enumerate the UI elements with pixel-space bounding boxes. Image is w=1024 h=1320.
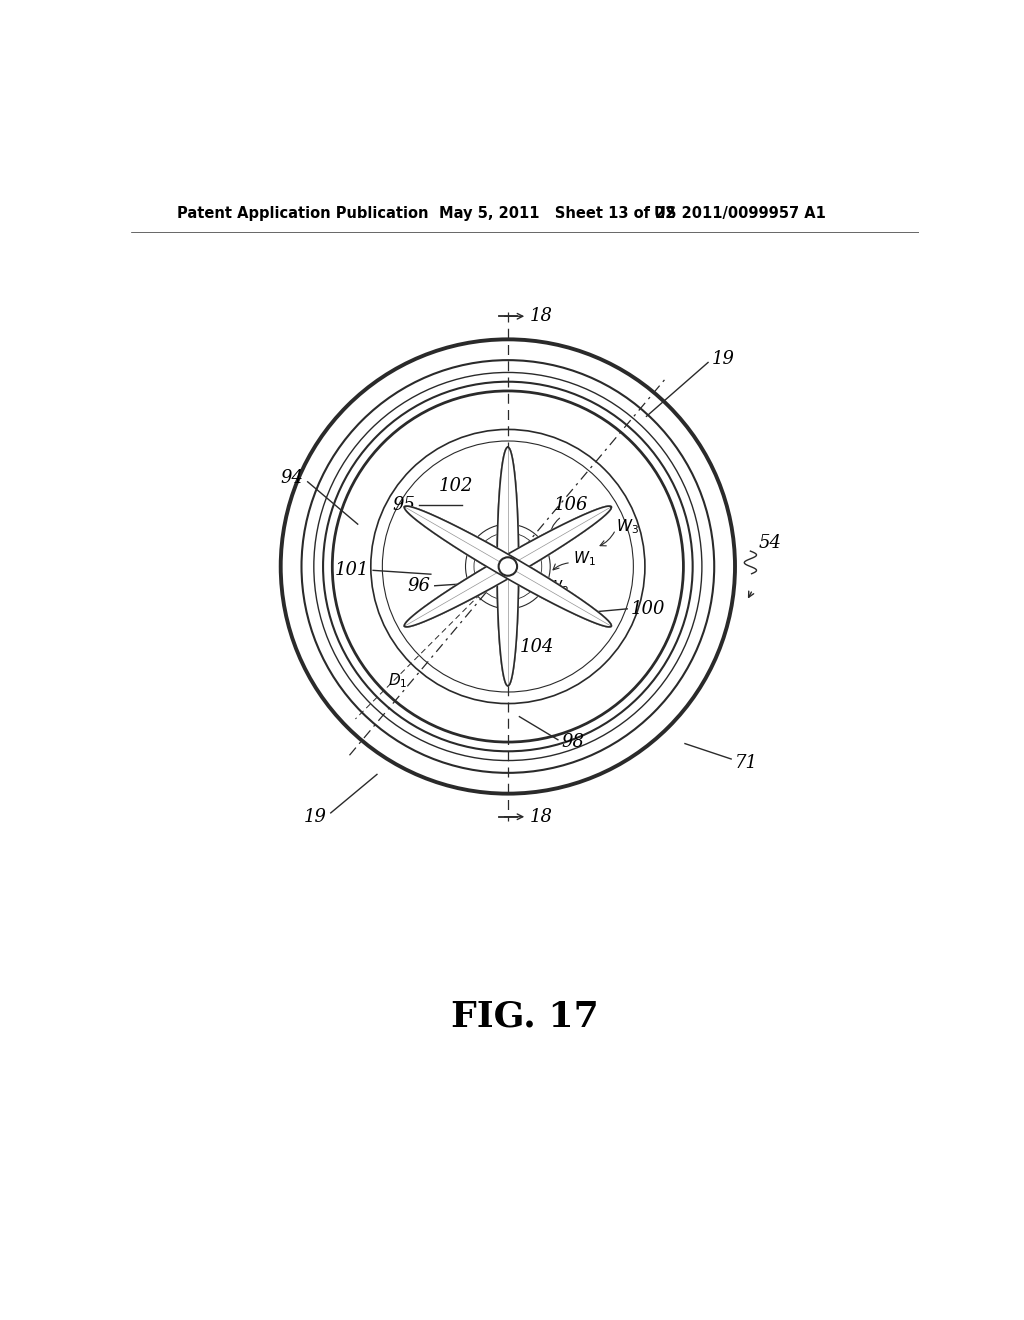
Text: $W_2$: $W_2$ <box>547 578 569 598</box>
Text: 102: 102 <box>438 477 473 495</box>
Polygon shape <box>404 506 611 627</box>
Text: 94: 94 <box>281 469 304 487</box>
Text: 106: 106 <box>554 496 589 513</box>
Text: $D_1$: $D_1$ <box>388 671 408 690</box>
Text: 71: 71 <box>735 754 758 772</box>
Text: 54: 54 <box>758 535 781 552</box>
Polygon shape <box>497 447 518 686</box>
Text: 104: 104 <box>519 639 554 656</box>
Text: 95: 95 <box>392 496 416 513</box>
Text: Patent Application Publication: Patent Application Publication <box>177 206 428 222</box>
Polygon shape <box>404 506 611 627</box>
Text: 100: 100 <box>631 599 666 618</box>
Text: 98: 98 <box>562 733 585 751</box>
Text: FIG. 17: FIG. 17 <box>451 1001 599 1034</box>
Polygon shape <box>404 506 611 627</box>
Text: May 5, 2011   Sheet 13 of 22: May 5, 2011 Sheet 13 of 22 <box>438 206 675 222</box>
Text: 19: 19 <box>304 808 327 826</box>
Text: 18: 18 <box>529 808 552 826</box>
Text: $W_3$: $W_3$ <box>615 517 639 536</box>
Circle shape <box>499 557 517 576</box>
Text: 19: 19 <box>712 350 735 367</box>
Polygon shape <box>497 447 518 686</box>
Polygon shape <box>404 506 611 627</box>
Text: 96: 96 <box>408 577 431 595</box>
Text: US 2011/0099957 A1: US 2011/0099957 A1 <box>654 206 826 222</box>
Text: 101: 101 <box>335 561 370 579</box>
Text: $W_1$: $W_1$ <box>573 549 596 568</box>
Text: 18: 18 <box>529 308 552 325</box>
